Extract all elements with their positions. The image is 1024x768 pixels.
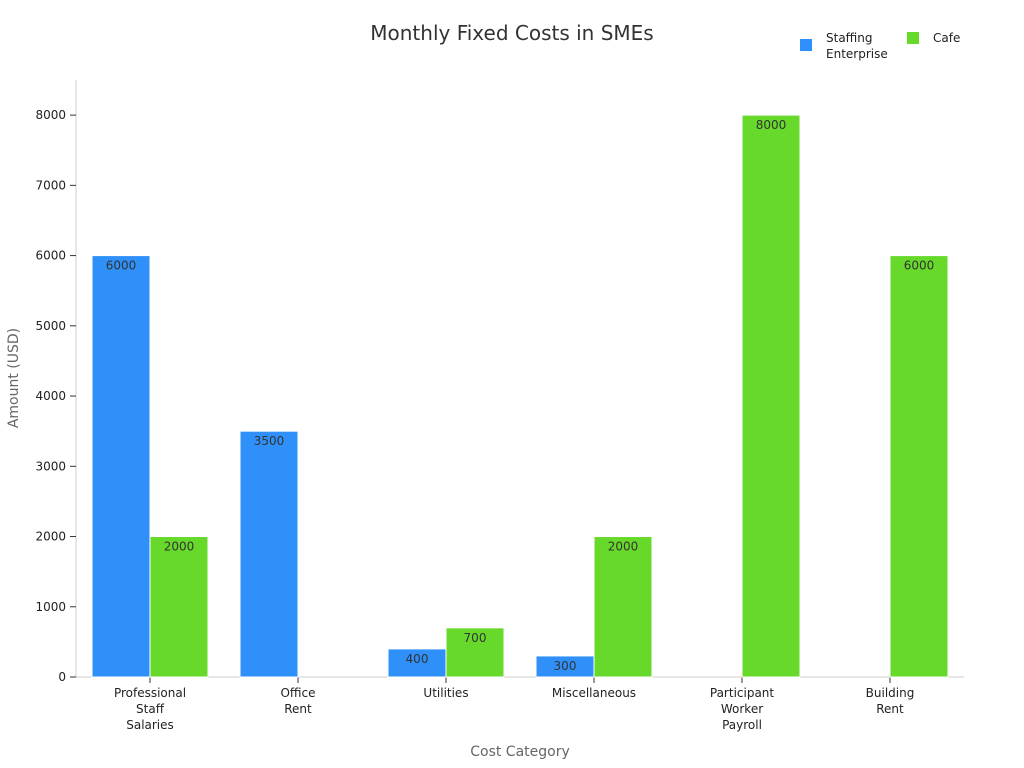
bar-value-label: 6000 — [904, 259, 935, 273]
bars: 6000 2000 3500 400 700 300 2000 8000 6000 — [91, 114, 949, 678]
y-tick-label: 8000 — [35, 108, 66, 122]
bar-value-label: 700 — [464, 631, 487, 645]
bar — [91, 255, 151, 678]
legend-label: Cafe — [933, 31, 960, 45]
y-axis-label: Amount (USD) — [6, 328, 22, 428]
x-tick-label: Miscellaneous — [552, 686, 636, 700]
bar-value-label: 300 — [554, 659, 577, 673]
bar-value-label: 400 — [406, 652, 429, 666]
y-tick-label: 3000 — [35, 459, 66, 473]
bar — [593, 536, 653, 678]
legend-swatch — [800, 39, 812, 51]
bar-value-label: 3500 — [254, 434, 285, 448]
bar — [239, 430, 299, 678]
axes: 0 1000 2000 3000 4000 5000 6000 7000 8000 Profess… — [35, 80, 964, 732]
x-tick-label: Professional Staff Salaries — [114, 686, 186, 732]
x-tick-label: Office Rent — [280, 686, 315, 716]
bar-value-label: 8000 — [756, 118, 787, 132]
bar — [445, 627, 505, 678]
y-tick-label: 7000 — [35, 178, 66, 192]
y-tick-label: 2000 — [35, 530, 66, 544]
y-tick-label: 6000 — [35, 249, 66, 263]
x-axis-label: Cost Category — [470, 744, 570, 760]
x-tick-label: Participant Worker Payroll — [710, 686, 775, 732]
legend-swatch — [907, 32, 919, 44]
bar — [889, 255, 949, 678]
y-tick-label: 5000 — [35, 319, 66, 333]
y-tick-label: 4000 — [35, 389, 66, 403]
chart-title: Monthly Fixed Costs in SMEs — [370, 21, 653, 45]
legend-label: Staffing Enterprise — [826, 31, 888, 61]
bar — [149, 536, 209, 678]
bar-value-label: 2000 — [608, 540, 639, 554]
bar-value-label: 6000 — [106, 259, 137, 273]
y-tick-label: 1000 — [35, 600, 66, 614]
y-tick-label: 0 — [58, 670, 66, 684]
x-tick-label: Building Rent — [866, 686, 915, 716]
bar — [387, 648, 447, 678]
legend: Staffing Enterprise Cafe — [800, 31, 960, 61]
x-tick-label: Utilities — [423, 686, 468, 700]
bar-value-label: 2000 — [164, 540, 195, 554]
bar — [741, 114, 801, 678]
